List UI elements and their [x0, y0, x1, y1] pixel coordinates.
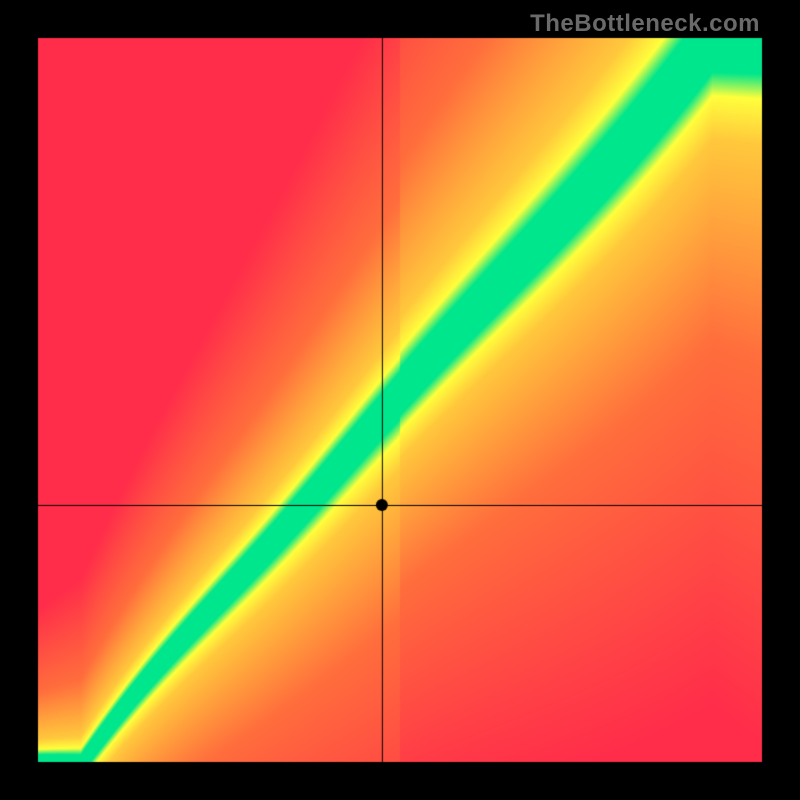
- chart-container: { "watermark": { "text": "TheBottleneck.…: [0, 0, 800, 800]
- watermark-text: TheBottleneck.com: [530, 10, 760, 38]
- bottleneck-heatmap: [0, 0, 800, 800]
